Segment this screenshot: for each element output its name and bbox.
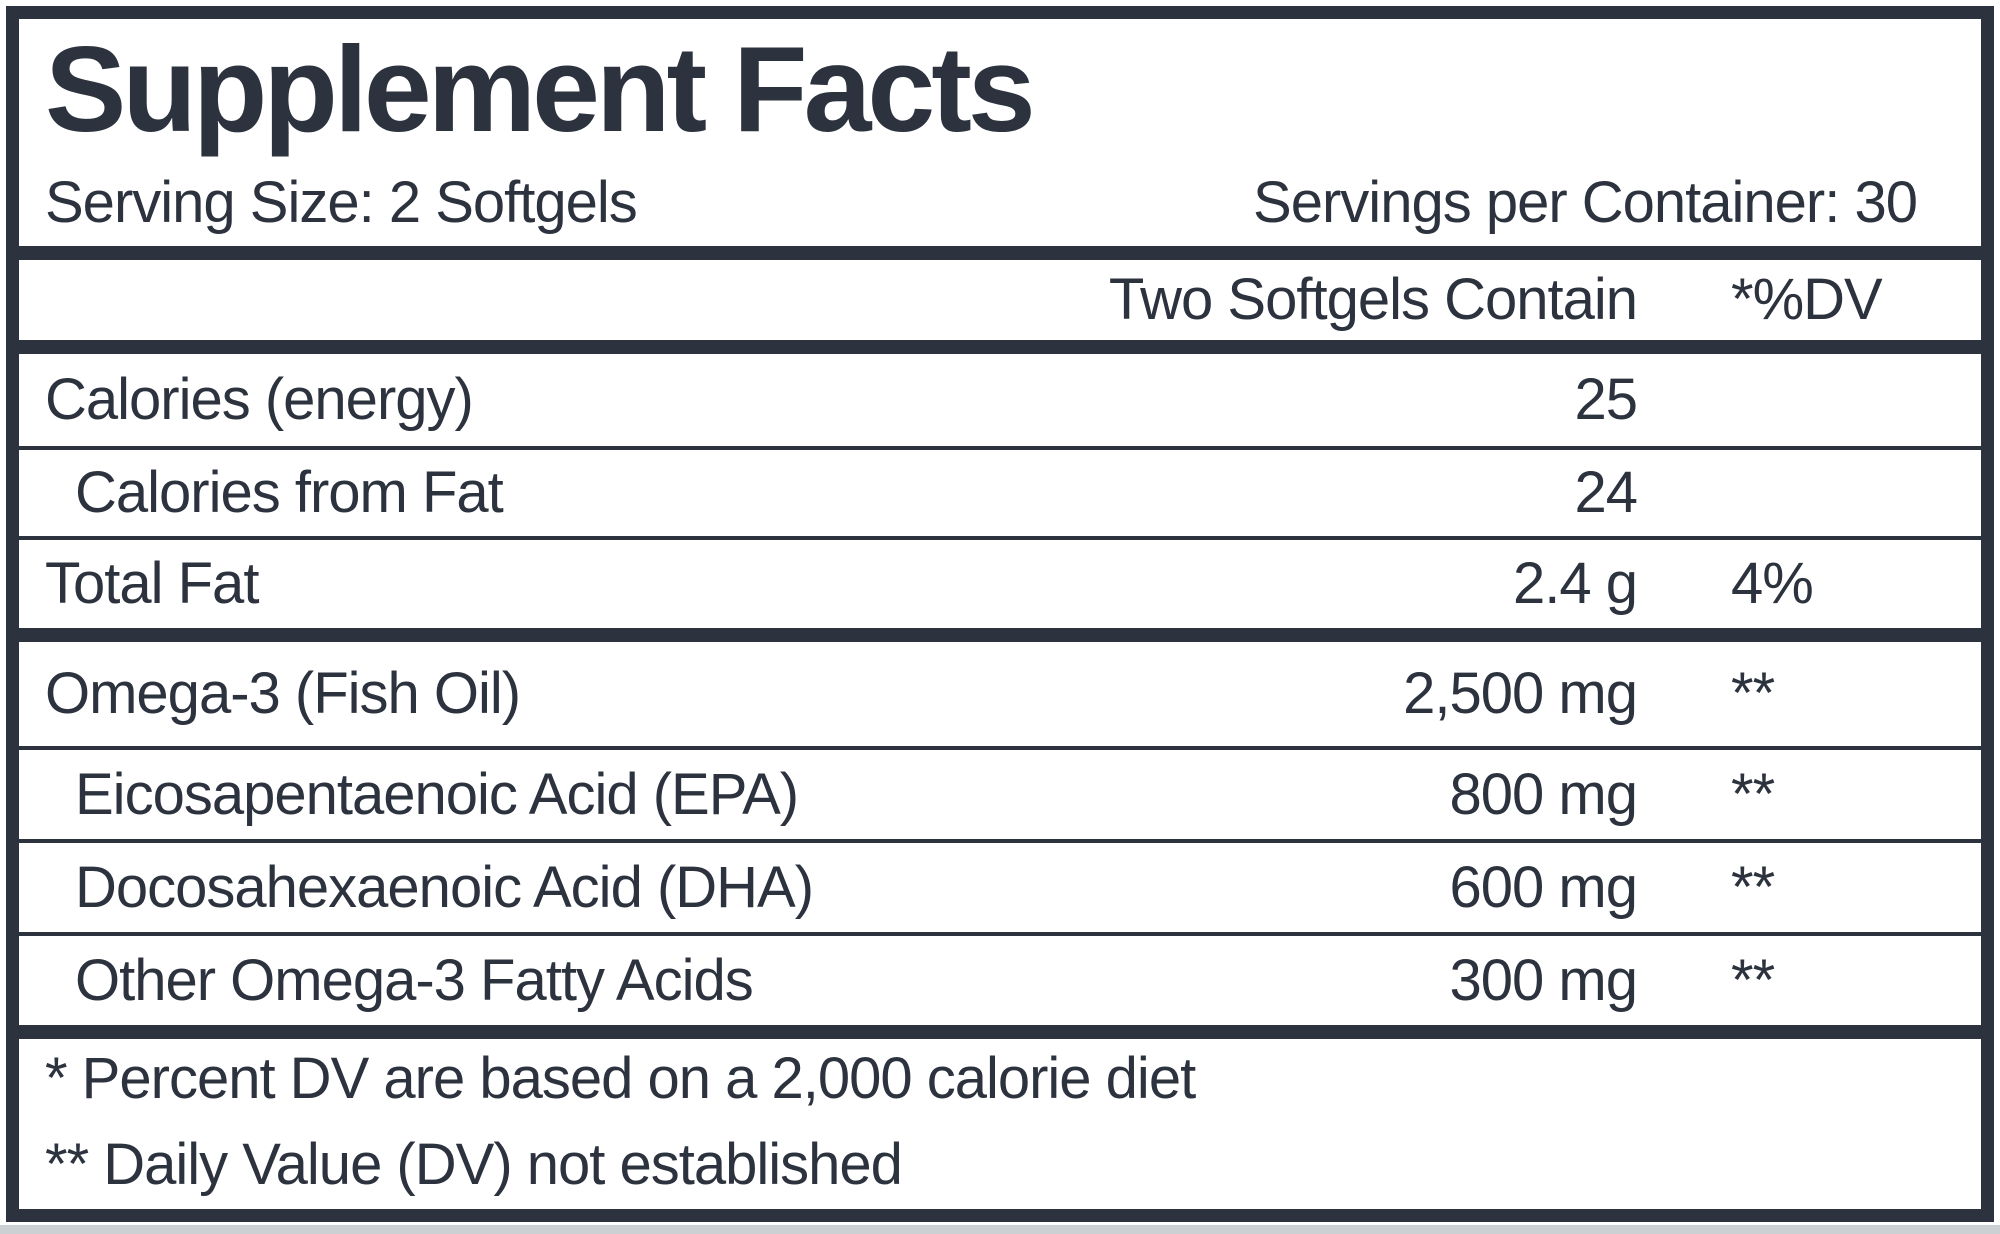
row-divider	[19, 932, 1981, 936]
section-divider-thick	[19, 340, 1981, 354]
table-row-epa: Eicosapentaenoic Acid (EPA) 800 mg **	[19, 750, 1981, 839]
header-section: Supplement Facts Serving Size: 2 Softgel…	[19, 19, 1981, 246]
page-title: Supplement Facts	[45, 21, 1036, 157]
footnote-percent-dv: * Percent DV are based on a 2,000 calori…	[45, 1046, 1196, 1111]
serving-size-text: Serving Size: 2 Softgels	[45, 170, 638, 235]
nutrient-dv: **	[1731, 854, 1775, 920]
nutrient-name: Other Omega-3 Fatty Acids	[75, 947, 754, 1013]
nutrient-name: Calories (energy)	[45, 367, 474, 432]
row-divider	[19, 446, 1981, 450]
footnotes-section: * Percent DV are based on a 2,000 calori…	[19, 1039, 1981, 1209]
dv-column-header: *%DV	[1731, 267, 1883, 332]
nutrient-amount: 600 mg	[1449, 854, 1638, 920]
nutrient-amount: 300 mg	[1449, 947, 1638, 1013]
serving-info-row: Serving Size: 2 Softgels Servings per Co…	[45, 170, 1918, 236]
nutrient-amount: 2,500 mg	[1403, 661, 1638, 726]
nutrient-dv: **	[1731, 761, 1775, 827]
nutrient-name: Docosahexaenoic Acid (DHA)	[75, 854, 814, 920]
section-divider-thick	[19, 246, 1981, 260]
nutrient-name: Eicosapentaenoic Acid (EPA)	[75, 761, 799, 827]
nutrient-amount: 2.4 g	[1513, 551, 1638, 616]
row-divider	[19, 839, 1981, 843]
table-row-omega3: Omega-3 (Fish Oil) 2,500 mg **	[19, 642, 1981, 746]
nutrient-name: Calories from Fat	[75, 460, 504, 525]
nutrient-amount: 800 mg	[1449, 761, 1638, 827]
nutrient-name: Omega-3 (Fish Oil)	[45, 661, 521, 726]
nutrient-dv: 4%	[1731, 551, 1814, 616]
footnote-dv-not-established: ** Daily Value (DV) not established	[45, 1132, 903, 1197]
amount-column-header: Two Softgels Contain	[1108, 267, 1638, 332]
row-divider	[19, 536, 1981, 540]
nutrient-name: Total Fat	[45, 551, 259, 616]
page-bottom-edge	[0, 1225, 2000, 1234]
nutrient-amount: 25	[1574, 367, 1638, 432]
section-divider-thick	[19, 1025, 1981, 1039]
servings-per-container-text: Servings per Container: 30	[1253, 170, 1918, 235]
table-row-dha: Docosahexaenoic Acid (DHA) 600 mg **	[19, 843, 1981, 932]
nutrient-amount: 24	[1574, 460, 1638, 525]
row-divider	[19, 746, 1981, 750]
nutrient-dv: **	[1731, 947, 1775, 1013]
table-row-other-omega3: Other Omega-3 Fatty Acids 300 mg **	[19, 936, 1981, 1025]
nutrient-dv: **	[1731, 661, 1775, 726]
section-divider-thick	[19, 628, 1981, 642]
column-header-row: Two Softgels Contain *%DV	[19, 260, 1981, 340]
supplement-facts-panel: Supplement Facts Serving Size: 2 Softgel…	[6, 6, 1994, 1222]
table-row-calories: Calories (energy) 25	[19, 354, 1981, 446]
table-row-total-fat: Total Fat 2.4 g 4%	[19, 540, 1981, 628]
table-row-calories-from-fat: Calories from Fat 24	[19, 450, 1981, 536]
